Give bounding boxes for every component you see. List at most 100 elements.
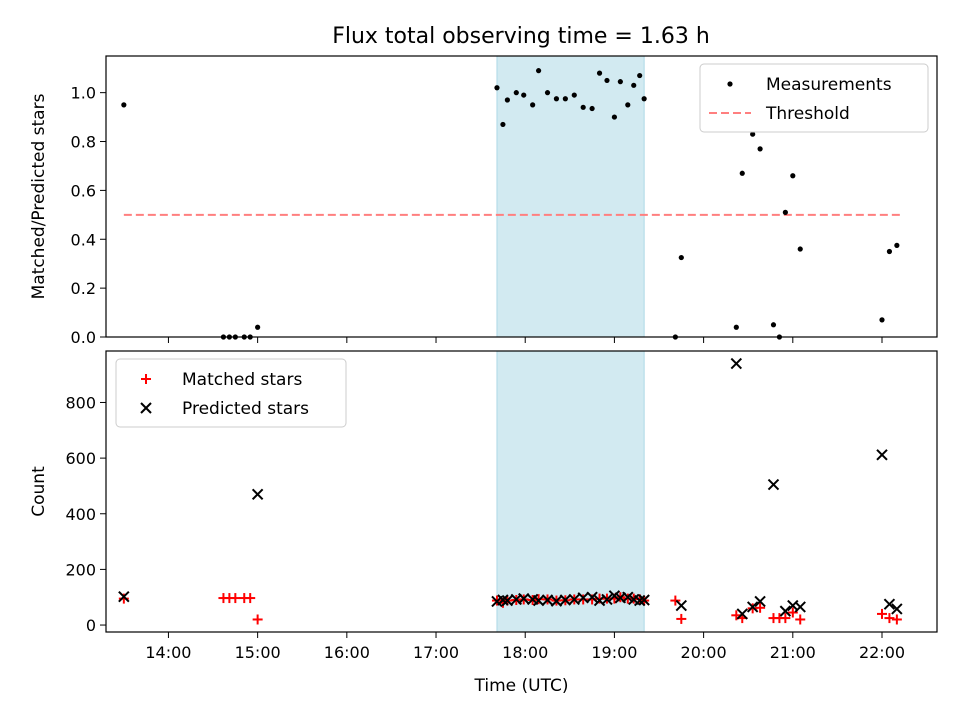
measurement-point bbox=[790, 173, 796, 179]
predicted-star-point bbox=[532, 594, 545, 607]
x-tick-label: 19:00 bbox=[591, 643, 637, 662]
predicted-star-point bbox=[497, 594, 509, 606]
x-stroke-b bbox=[497, 594, 509, 606]
x-stroke-b bbox=[730, 357, 743, 370]
measurement-point bbox=[535, 68, 542, 74]
measurement-point bbox=[733, 324, 739, 330]
x-stroke-b bbox=[526, 593, 539, 606]
predicted-star-point bbox=[251, 488, 264, 500]
measurement-point bbox=[544, 90, 551, 96]
legend-measurement-marker bbox=[727, 81, 733, 87]
x-axis-label: Time (UTC) bbox=[474, 676, 569, 696]
y-tick-label: 1.0 bbox=[71, 84, 96, 103]
y-tick-label: 0.8 bbox=[71, 133, 96, 152]
measurement-point bbox=[617, 79, 623, 85]
predicted-star-point bbox=[586, 591, 598, 603]
predicted-star-point bbox=[746, 601, 759, 613]
predicted-star-point bbox=[577, 592, 589, 604]
measurement-point bbox=[553, 96, 560, 102]
x-stroke-b bbox=[876, 449, 888, 461]
x-stroke-b bbox=[532, 594, 545, 607]
measurement-point bbox=[500, 121, 506, 128]
x-stroke-b bbox=[633, 594, 646, 607]
measurement-point bbox=[886, 248, 893, 255]
predicted-star-point bbox=[568, 593, 580, 606]
predicted-star-point bbox=[633, 594, 646, 607]
x-tick-label: 17:00 bbox=[413, 643, 459, 662]
y-tick-label: 400 bbox=[65, 505, 96, 524]
measurement-point bbox=[562, 96, 568, 102]
x-stroke-b bbox=[638, 594, 650, 606]
x-stroke-b bbox=[608, 590, 621, 602]
predicted-star-point bbox=[559, 594, 572, 606]
x-stroke-b bbox=[550, 595, 563, 607]
y-tick-label: 0.4 bbox=[71, 230, 96, 249]
y-tick-label: 0.0 bbox=[71, 328, 96, 347]
measurement-point bbox=[571, 92, 577, 98]
x-tick-label: 21:00 bbox=[770, 643, 816, 662]
predicted-star-point bbox=[518, 592, 530, 605]
measurement-point bbox=[625, 102, 631, 108]
predicted-star-point bbox=[550, 595, 563, 607]
predicted-star-point bbox=[736, 608, 748, 620]
legend-label: Matched stars bbox=[182, 370, 302, 390]
predicted-star-point bbox=[754, 595, 766, 608]
predicted-star-point bbox=[891, 603, 903, 615]
measurement-point bbox=[782, 209, 788, 215]
measurement-point bbox=[504, 97, 510, 103]
predicted-star-point bbox=[541, 594, 554, 606]
predicted-star-point bbox=[501, 594, 514, 607]
measurement-point bbox=[757, 146, 763, 152]
x-stroke-b bbox=[754, 595, 766, 608]
x-tick-label: 20:00 bbox=[681, 643, 727, 662]
bottom-panel: 0 200 400 600 800 14:00 15:00 16:00 17:00 18:00 19… bbox=[29, 350, 938, 696]
y-tick-label: 0.6 bbox=[71, 181, 96, 200]
x-stroke-b bbox=[541, 594, 554, 606]
measurement-point bbox=[589, 105, 595, 112]
x-stroke-b bbox=[767, 478, 780, 491]
matched-star-point bbox=[884, 613, 895, 624]
observing-span bbox=[496, 350, 645, 633]
predicted-star-point bbox=[779, 605, 792, 617]
predicted-star-point bbox=[794, 601, 806, 613]
matched-star-point bbox=[230, 593, 241, 604]
predicted-star-point bbox=[675, 599, 688, 612]
measurement-point bbox=[894, 242, 900, 248]
x-stroke-b bbox=[577, 592, 589, 604]
y-tick-label: 600 bbox=[65, 449, 96, 468]
predicted-star-point bbox=[730, 357, 743, 370]
matched-star-point bbox=[670, 595, 681, 606]
x-stroke-b bbox=[779, 605, 792, 617]
x-stroke-b bbox=[501, 594, 514, 607]
matched-star-point bbox=[118, 593, 129, 604]
measurement-point bbox=[637, 72, 643, 79]
measurement-point bbox=[521, 92, 527, 98]
measurement-point bbox=[611, 114, 618, 120]
y-tick-label: 200 bbox=[65, 560, 96, 579]
predicted-star-point bbox=[883, 598, 896, 610]
chart-title: Flux total observing time = 1.63 h bbox=[332, 24, 710, 49]
y-tick-label: 0.2 bbox=[71, 279, 96, 298]
predicted-star-point bbox=[876, 449, 888, 461]
x-tick-label: 18:00 bbox=[502, 643, 548, 662]
predicted-star-point bbox=[601, 593, 613, 606]
measurement-point bbox=[641, 96, 647, 102]
matched-star-point bbox=[578, 594, 589, 605]
measurement-point bbox=[770, 322, 777, 328]
x-stroke-b bbox=[118, 590, 130, 603]
legend-label: Measurements bbox=[766, 75, 892, 95]
measurement-point bbox=[596, 70, 603, 76]
x-stroke-b bbox=[518, 592, 530, 605]
measurement-point bbox=[530, 102, 536, 108]
top-panel: 0.0 0.2 0.4 0.6 0.8 1.0 Matched/Predicted star… bbox=[29, 55, 938, 347]
x-stroke-b bbox=[601, 593, 613, 606]
x-stroke-b bbox=[559, 594, 572, 606]
measurement-point bbox=[797, 246, 803, 252]
legend-label: Predicted stars bbox=[182, 399, 309, 419]
measurement-point bbox=[631, 82, 637, 88]
x-stroke-b bbox=[593, 594, 606, 607]
x-tick-label: 14:00 bbox=[145, 643, 191, 662]
measurement-point bbox=[513, 90, 519, 96]
x-tick-label: 16:00 bbox=[324, 643, 370, 662]
